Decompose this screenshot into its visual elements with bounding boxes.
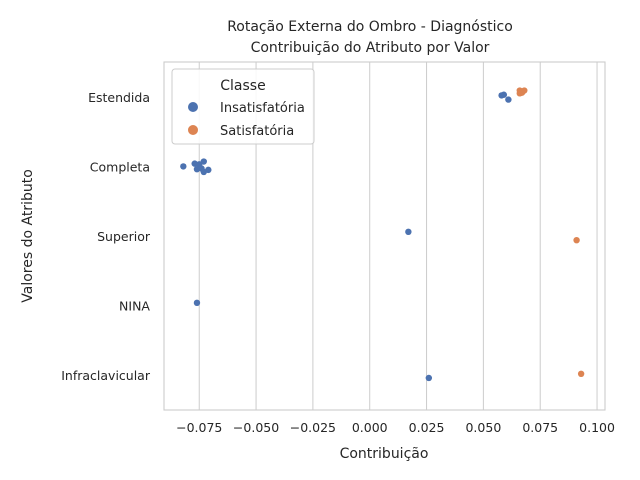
x-tick-label: 0.050 (465, 420, 501, 435)
y-tick-label: NINA (119, 299, 150, 314)
data-point-insatisfatoria (180, 163, 187, 170)
x-tick-label: −0.025 (290, 420, 336, 435)
legend: Classe Insatisfatória Satisfatória (171, 68, 315, 145)
x-tick-label: 0.100 (579, 420, 615, 435)
x-tick-label: −0.075 (176, 420, 222, 435)
y-axis-label: Valores do Atributo (20, 169, 36, 303)
data-point-insatisfatoria (200, 158, 207, 165)
legend-title: Classe (220, 78, 265, 94)
legend-label-satisfatoria: Satisfatória (220, 124, 294, 139)
chart-title: Rotação Externa do Ombro - Diagnóstico (227, 19, 513, 35)
data-point-satisfatoria (573, 236, 580, 244)
legend-box (171, 68, 315, 145)
legend-marker-insatisfatoria (188, 102, 198, 112)
data-point-insatisfatoria (205, 166, 212, 174)
legend-label-insatisfatoria: Insatisfatória (220, 101, 305, 116)
y-tick-label: Estendida (88, 90, 150, 105)
data-points (180, 87, 585, 382)
data-point-insatisfatoria (405, 228, 412, 236)
y-tick-label: Infraclavicular (61, 368, 151, 383)
data-point-satisfatoria (516, 90, 523, 97)
x-tick-label: 0.075 (522, 420, 558, 435)
x-tick-label: −0.050 (233, 420, 279, 435)
plot-area (163, 61, 606, 411)
chart-subtitle: Contribuição do Atributo por Valor (251, 40, 490, 56)
legend-marker-satisfatoria (188, 125, 198, 135)
y-tick-label: Superior (97, 229, 151, 244)
data-point-insatisfatoria (505, 96, 512, 103)
data-point-insatisfatoria (193, 299, 201, 307)
data-point-satisfatoria (577, 370, 585, 378)
y-tick-label: Completa (90, 159, 150, 174)
data-point-insatisfatoria (425, 374, 433, 382)
x-axis-label: Contribuição (340, 446, 429, 462)
data-point-insatisfatoria (500, 91, 508, 98)
x-axis-ticks: −0.075 −0.050 −0.025 0.000 0.025 0.050 0.075 0.… (176, 420, 615, 435)
x-tick-label: 0.000 (352, 420, 388, 435)
y-axis-ticks: Estendida Completa Superior NINA Infraclavic… (61, 90, 151, 383)
x-tick-label: 0.025 (409, 420, 445, 435)
